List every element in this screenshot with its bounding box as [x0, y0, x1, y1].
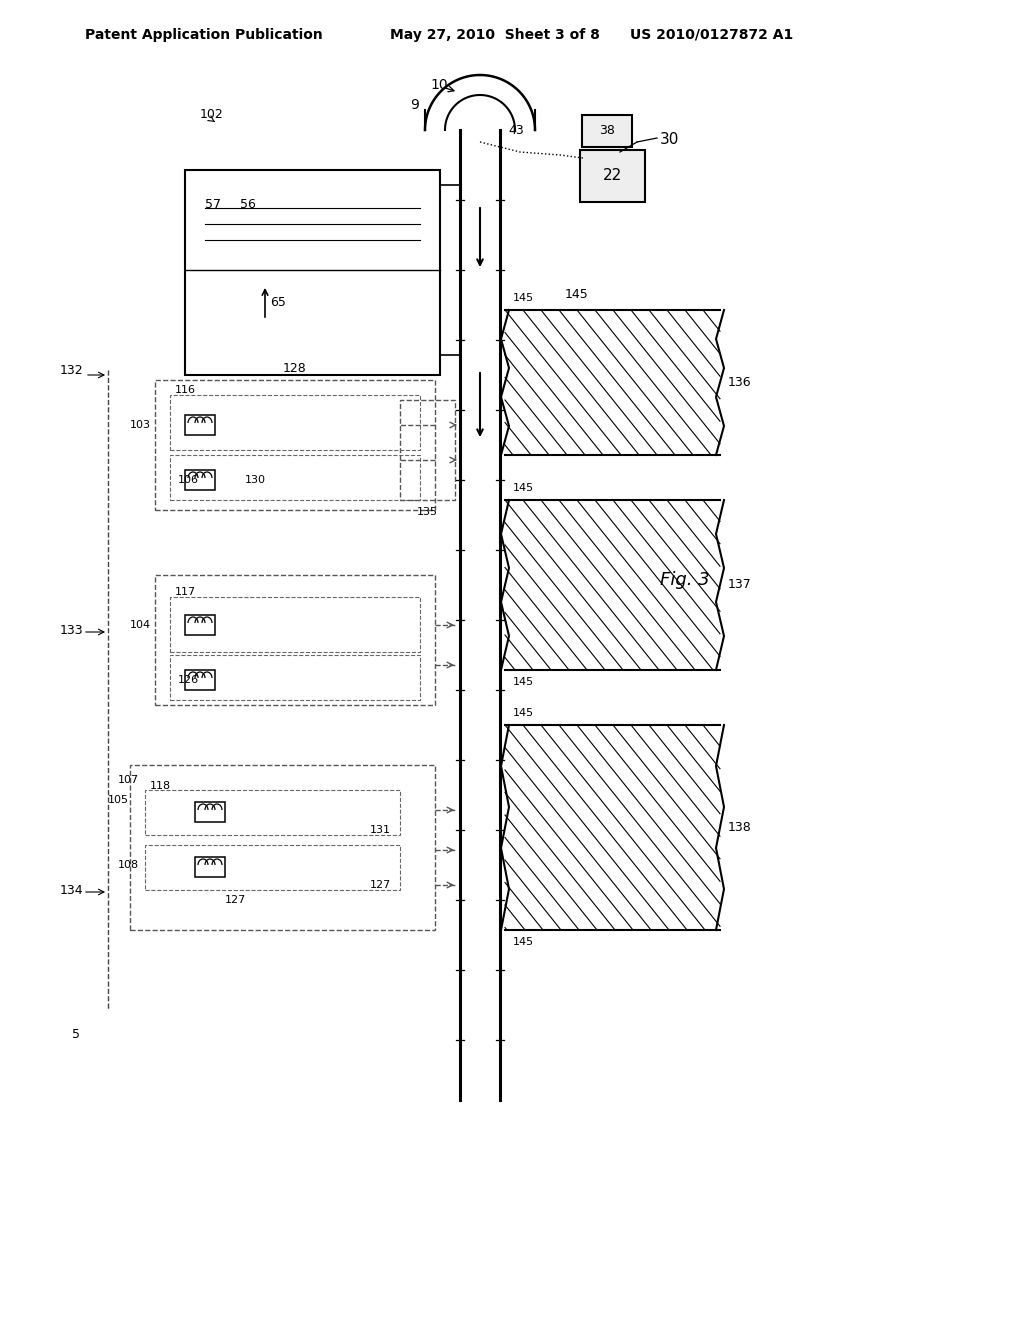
Text: 116: 116 — [175, 385, 196, 395]
Text: 103: 103 — [130, 420, 151, 430]
Text: 134: 134 — [60, 883, 84, 896]
Text: 131: 131 — [370, 825, 391, 836]
Text: 130: 130 — [245, 475, 266, 484]
Text: 145: 145 — [513, 937, 535, 946]
Text: 105: 105 — [108, 795, 129, 805]
Text: 117: 117 — [175, 587, 197, 597]
Bar — [195, 857, 225, 876]
Bar — [170, 455, 420, 500]
Bar — [155, 380, 435, 510]
Text: Fig. 3: Fig. 3 — [660, 572, 710, 589]
Text: 118: 118 — [150, 781, 171, 791]
Text: 145: 145 — [513, 483, 535, 492]
Text: 145: 145 — [513, 293, 535, 304]
Text: 145: 145 — [513, 677, 535, 686]
Text: 133: 133 — [60, 623, 84, 636]
Bar — [185, 414, 215, 436]
Text: 5: 5 — [72, 1028, 80, 1041]
Text: May 27, 2010  Sheet 3 of 8: May 27, 2010 Sheet 3 of 8 — [390, 28, 600, 42]
Text: 127: 127 — [370, 880, 391, 890]
Text: 145: 145 — [513, 708, 535, 718]
Text: 43: 43 — [508, 124, 523, 136]
Text: 108: 108 — [118, 861, 139, 870]
Text: 107: 107 — [118, 775, 139, 785]
Bar — [170, 395, 420, 450]
Bar — [145, 845, 400, 890]
Text: 137: 137 — [728, 578, 752, 591]
Bar — [580, 150, 645, 202]
Text: 102: 102 — [200, 108, 224, 121]
Text: 65: 65 — [270, 297, 286, 309]
Text: 10: 10 — [430, 78, 447, 92]
Text: 127: 127 — [225, 895, 246, 906]
Text: 56: 56 — [240, 198, 256, 211]
Text: 126: 126 — [178, 675, 199, 685]
Bar — [185, 470, 215, 490]
Bar — [145, 789, 400, 836]
Text: 138: 138 — [728, 821, 752, 834]
Text: Patent Application Publication: Patent Application Publication — [85, 28, 323, 42]
Text: 30: 30 — [660, 132, 679, 148]
Bar — [582, 115, 632, 147]
Bar — [185, 615, 215, 635]
Text: US 2010/0127872 A1: US 2010/0127872 A1 — [630, 28, 794, 42]
Text: 145: 145 — [565, 289, 589, 301]
Text: 132: 132 — [60, 363, 84, 376]
Text: 38: 38 — [599, 124, 615, 137]
Text: 9: 9 — [410, 98, 419, 112]
Bar — [130, 766, 435, 931]
Bar — [185, 671, 215, 690]
Bar — [170, 655, 420, 700]
Bar — [155, 576, 435, 705]
Text: 22: 22 — [603, 169, 623, 183]
Text: 106: 106 — [178, 475, 199, 484]
Text: 128: 128 — [283, 362, 307, 375]
Bar — [170, 597, 420, 652]
Text: 104: 104 — [130, 620, 152, 630]
Bar — [195, 803, 225, 822]
Text: 136: 136 — [728, 376, 752, 389]
Bar — [400, 400, 455, 500]
Text: 57: 57 — [205, 198, 221, 211]
Text: 135: 135 — [417, 507, 438, 517]
Bar — [185, 170, 440, 375]
